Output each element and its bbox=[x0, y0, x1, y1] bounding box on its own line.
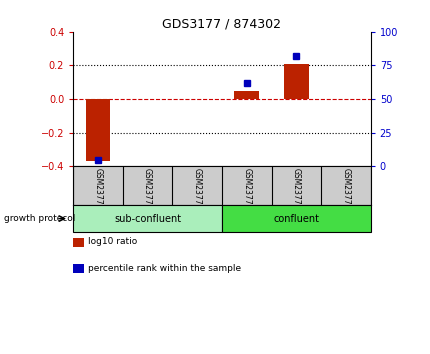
Text: GSM237711: GSM237711 bbox=[291, 168, 300, 214]
Text: GSM237712: GSM237712 bbox=[341, 168, 350, 214]
Text: growth protocol: growth protocol bbox=[4, 214, 76, 223]
Text: percentile rank within the sample: percentile rank within the sample bbox=[88, 264, 241, 273]
Text: GSM237707: GSM237707 bbox=[143, 168, 152, 215]
Text: GSM237710: GSM237710 bbox=[242, 168, 251, 215]
Text: GSM237708: GSM237708 bbox=[192, 168, 201, 215]
Title: GDS3177 / 874302: GDS3177 / 874302 bbox=[162, 18, 281, 31]
Text: log10 ratio: log10 ratio bbox=[88, 237, 137, 246]
Text: GSM237706: GSM237706 bbox=[93, 168, 102, 215]
Text: confluent: confluent bbox=[273, 213, 319, 224]
Bar bbox=[86, 99, 110, 161]
Text: sub-confluent: sub-confluent bbox=[114, 213, 181, 224]
Bar bbox=[234, 91, 258, 99]
Bar bbox=[283, 64, 308, 99]
